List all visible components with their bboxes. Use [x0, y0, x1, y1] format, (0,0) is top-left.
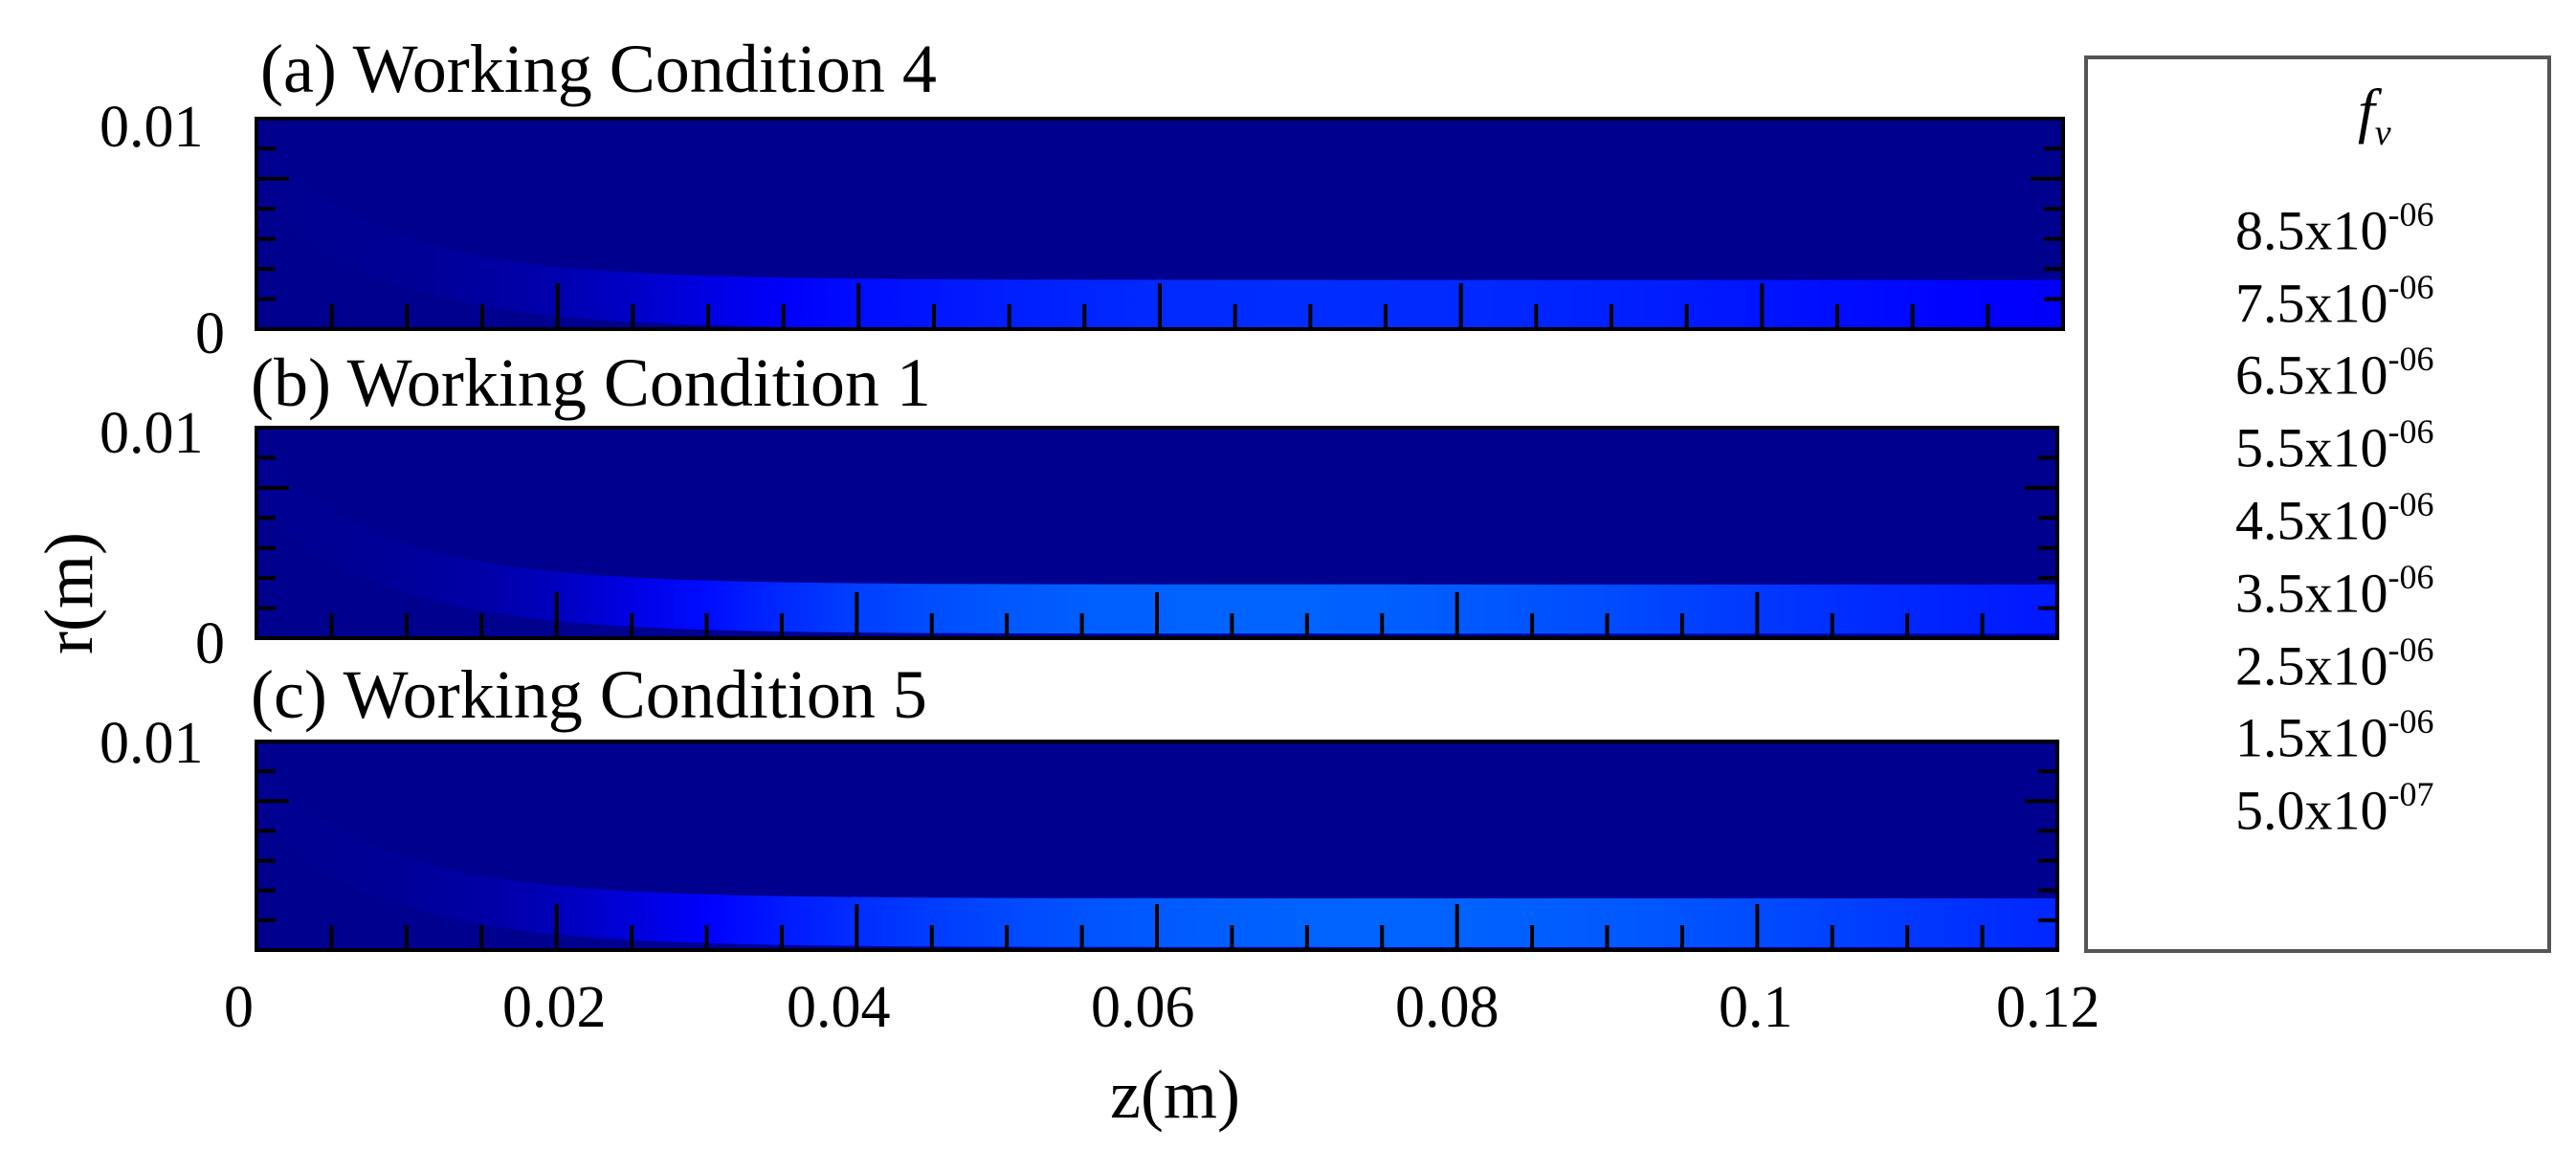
legend-title-subscript: v	[2374, 112, 2391, 153]
colorbar-label: 8.5x10-06	[2235, 194, 2434, 262]
y-tick-label-b-top: 0.01	[100, 401, 204, 466]
x-tick-label: 0.02	[502, 975, 607, 1040]
colorbar-label: 5.0x10-07	[2235, 775, 2434, 842]
panel-b	[255, 426, 2059, 640]
panel-title-c: (c) Working Condition 5	[251, 656, 927, 733]
y-tick-label-a-top: 0.01	[100, 95, 204, 160]
y-axis-label: r(m)	[31, 532, 107, 654]
x-tick-label: 0	[224, 975, 254, 1040]
x-ticks	[255, 592, 2059, 638]
panel-title-b: (b) Working Condition 1	[251, 344, 931, 421]
x-ticks	[255, 904, 2059, 950]
contour-panels	[255, 117, 2065, 952]
panel-a	[255, 117, 2065, 331]
legend-title-symbol: f	[2358, 77, 2375, 144]
panel-title-a: (a) Working Condition 4	[260, 31, 937, 107]
contour-band	[256, 144, 2063, 329]
y-ticks	[256, 117, 2063, 331]
colorbar-label: 6.5x10-06	[2235, 340, 2434, 407]
colorbar-label: 5.5x10-06	[2235, 412, 2434, 479]
colorbar-label: 3.5x10-06	[2235, 557, 2434, 625]
x-axis-label: z(m)	[1110, 1056, 1240, 1133]
x-tick-label: 0.12	[1996, 975, 2100, 1040]
y-ticks	[256, 426, 2057, 640]
y-tick-label-b-zero: 0	[195, 611, 225, 676]
x-ticks	[255, 283, 2065, 329]
x-tick-label: 0.1	[1719, 975, 1793, 1040]
contour-band	[256, 766, 2057, 947]
colorbar-label: 2.5x10-06	[2235, 630, 2434, 697]
y-ticks	[256, 740, 2057, 952]
y-tick-label-c-top: 0.01	[100, 711, 204, 776]
colorbar-label: 7.5x10-06	[2235, 267, 2434, 334]
panel-c	[255, 740, 2059, 952]
y-tick-label-a-zero: 0	[195, 301, 225, 366]
x-tick-label: 0.04	[787, 975, 891, 1040]
colorbar-label: 1.5x10-06	[2235, 702, 2434, 769]
x-tick-label: 0.08	[1395, 975, 1499, 1040]
legend-title: fv	[2358, 80, 2391, 151]
x-tick-label: 0.06	[1091, 975, 1195, 1040]
contour-band	[256, 454, 2057, 634]
colorbar-label: 4.5x10-06	[2235, 485, 2434, 552]
legend	[2084, 55, 2551, 953]
